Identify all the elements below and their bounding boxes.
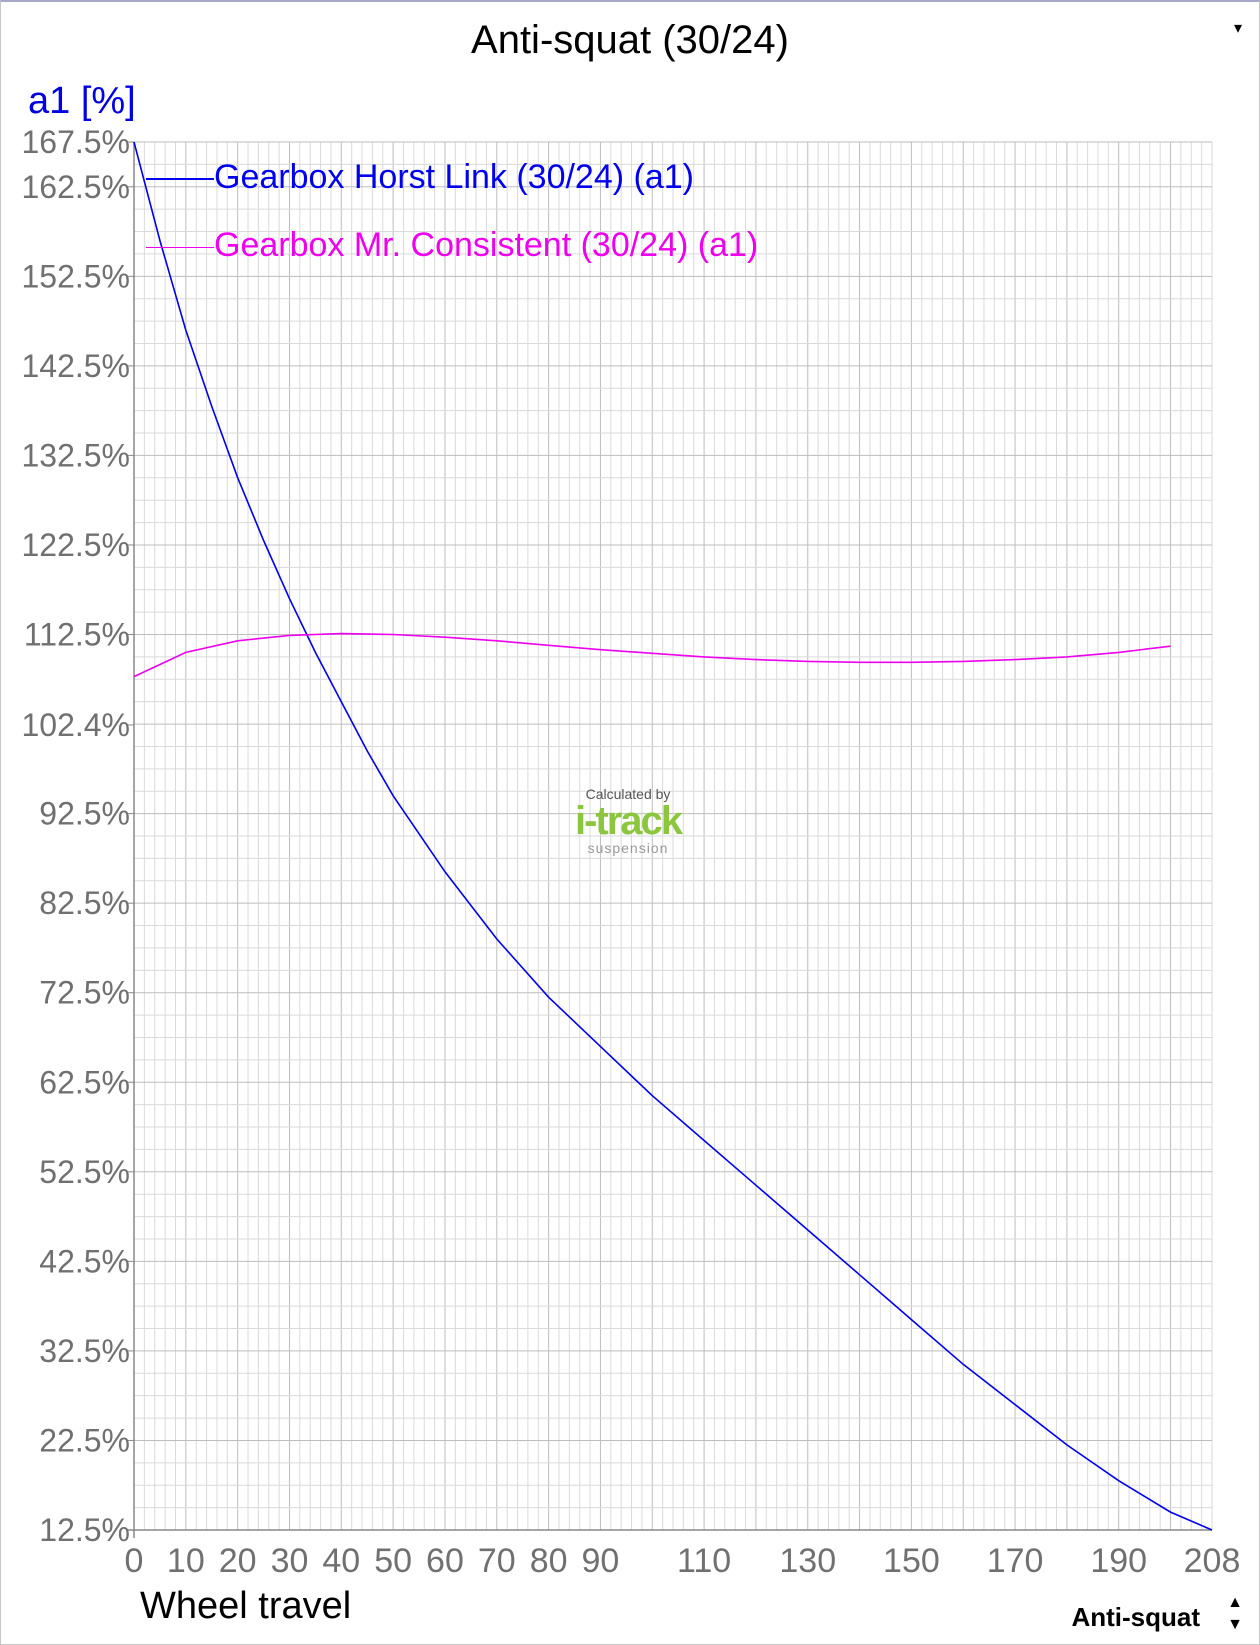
- data-point: [1211, 1529, 1213, 1531]
- series-line-mr-consistent: [133, 632, 1171, 678]
- legend-swatch-horst-link: [146, 178, 214, 181]
- data-point: [755, 659, 757, 661]
- y-tick-label: 132.5%: [21, 437, 130, 473]
- y-tick-label: 32.5%: [39, 1333, 130, 1369]
- data-point: [859, 661, 861, 663]
- x-tick-label: 110: [677, 1542, 731, 1580]
- data-point: [341, 633, 343, 635]
- x-tick-label: 80: [530, 1542, 568, 1580]
- data-point: [496, 640, 498, 642]
- y-tick-label: 12.5%: [39, 1512, 130, 1548]
- data-point: [133, 676, 135, 678]
- data-point: [651, 653, 653, 655]
- data-point: [703, 656, 705, 658]
- data-point: [1014, 659, 1016, 661]
- data-point: [600, 1046, 602, 1048]
- view-mode-spinner[interactable]: ▲ ▼: [1224, 1592, 1246, 1636]
- y-tick-label: 92.5%: [39, 796, 130, 832]
- data-point: [392, 795, 394, 797]
- data-point: [859, 1274, 861, 1276]
- y-tick-label: 102.4%: [21, 707, 130, 743]
- legend-swatch-mr-consistent: [146, 246, 214, 248]
- data-point: [211, 405, 213, 407]
- data-point: [962, 1364, 964, 1366]
- y-tick-label: 72.5%: [39, 975, 130, 1011]
- x-tick-label: 170: [987, 1542, 1044, 1580]
- legend-item-horst-link[interactable]: Gearbox Horst Link (30/24) (a1): [146, 158, 694, 197]
- x-axis-label: Wheel travel: [140, 1585, 352, 1627]
- data-point: [1014, 1404, 1016, 1406]
- data-point: [600, 649, 602, 651]
- x-tick-label: 130: [779, 1542, 836, 1580]
- data-point: [1066, 656, 1068, 658]
- x-tick-label: 20: [219, 1542, 257, 1580]
- data-point: [185, 329, 187, 331]
- data-point: [366, 750, 368, 752]
- data-point: [496, 938, 498, 940]
- x-tick-label: 208: [1184, 1542, 1241, 1580]
- legend-label-mr-consistent: Gearbox Mr. Consistent (30/24) (a1): [214, 226, 759, 264]
- chart-title: Anti-squat (30/24): [471, 18, 789, 62]
- spinner-up-icon[interactable]: ▲: [1227, 1594, 1243, 1611]
- chart-menu-dropdown-icon[interactable]: ▾: [1233, 20, 1242, 37]
- data-point: [651, 1095, 653, 1097]
- data-point: [392, 634, 394, 636]
- data-point: [1118, 652, 1120, 654]
- data-point: [807, 661, 809, 663]
- x-tick-label: 0: [125, 1542, 144, 1580]
- x-tick-label: 150: [883, 1542, 940, 1580]
- y-tick-label: 122.5%: [21, 527, 130, 563]
- y-tick-label: 152.5%: [21, 258, 130, 294]
- data-point: [548, 996, 550, 998]
- y-tick-label: 22.5%: [39, 1422, 130, 1458]
- data-point: [1170, 645, 1172, 647]
- data-point: [289, 635, 291, 637]
- x-tick-label: 10: [167, 1542, 205, 1580]
- view-mode-label: Anti-squat: [1071, 1602, 1200, 1632]
- data-point: [548, 644, 550, 646]
- data-point: [237, 640, 239, 642]
- data-point: [289, 598, 291, 600]
- data-point: [807, 1229, 809, 1231]
- series-line-horst-link: [133, 141, 1213, 1531]
- x-tick-label: 40: [322, 1542, 360, 1580]
- itrack-watermark-logo: Calculated by i-track suspension: [574, 786, 683, 856]
- data-point: [237, 477, 239, 479]
- x-tick-label: 60: [426, 1542, 464, 1580]
- legend-item-mr-consistent[interactable]: Gearbox Mr. Consistent (30/24) (a1): [146, 226, 758, 265]
- data-point: [1066, 1444, 1068, 1446]
- data-point: [911, 661, 913, 663]
- data-point: [962, 661, 964, 663]
- x-tick-label: 50: [374, 1542, 412, 1580]
- data-point: [263, 540, 265, 542]
- data-point: [444, 636, 446, 638]
- data-point: [444, 871, 446, 873]
- y-tick-label: 167.5%: [21, 124, 130, 160]
- data-point: [1170, 1511, 1172, 1513]
- y-tick-label: 42.5%: [39, 1243, 130, 1279]
- data-point: [1118, 1480, 1120, 1482]
- y-tick-label: 162.5%: [21, 169, 130, 205]
- y-tick-label: 112.5%: [24, 617, 130, 653]
- data-point: [341, 701, 343, 703]
- y-tick-label: 52.5%: [39, 1154, 130, 1190]
- x-tick-label: 30: [271, 1542, 309, 1580]
- y-tick-label: 82.5%: [39, 885, 130, 921]
- data-point: [315, 652, 317, 654]
- y-axis-label: a1 [%]: [28, 80, 136, 122]
- x-tick-label: 190: [1090, 1542, 1147, 1580]
- data-point: [133, 141, 135, 143]
- x-tick-label: 70: [478, 1542, 516, 1580]
- data-point: [185, 652, 187, 654]
- data-point: [703, 1140, 705, 1142]
- data-point: [911, 1319, 913, 1321]
- spinner-down-icon[interactable]: ▼: [1227, 1616, 1243, 1633]
- y-tick-label: 62.5%: [39, 1064, 130, 1100]
- data-point: [755, 1184, 757, 1186]
- x-tick-label: 90: [582, 1542, 620, 1580]
- y-tick-label: 142.5%: [21, 348, 130, 384]
- legend-label-horst-link: Gearbox Horst Link (30/24) (a1): [214, 158, 694, 196]
